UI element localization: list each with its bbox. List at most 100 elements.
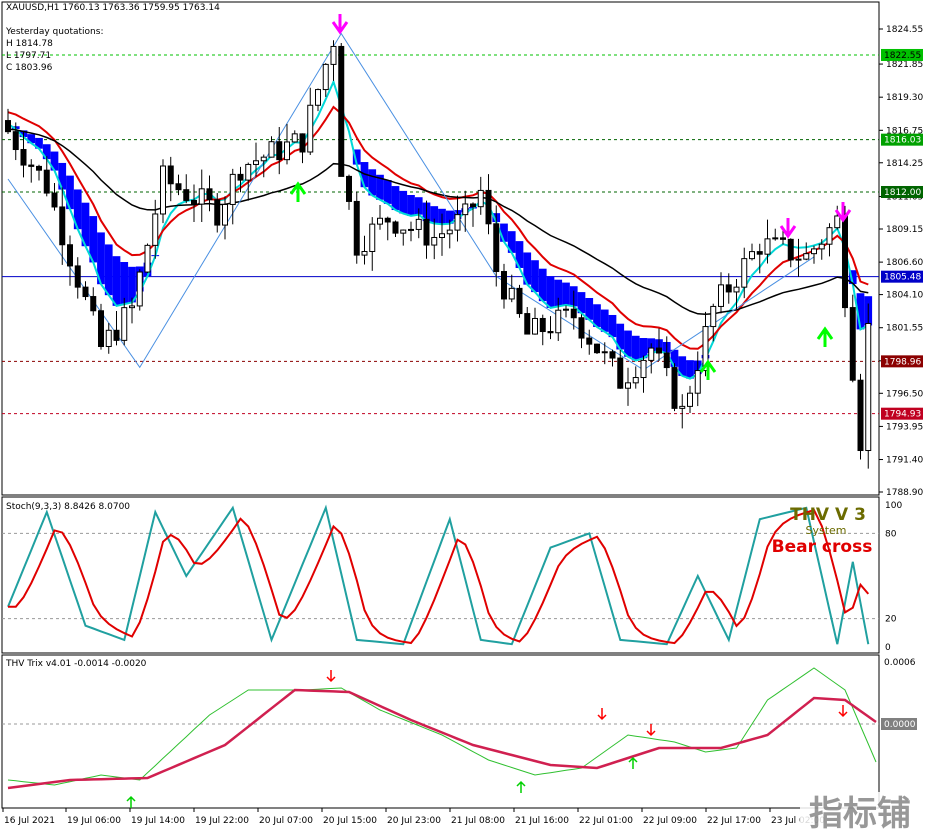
bear-candle xyxy=(594,343,600,354)
bull-candle xyxy=(129,305,135,309)
bull-candle xyxy=(446,229,453,235)
stoch-levels xyxy=(2,532,879,620)
bull-candle xyxy=(710,305,717,328)
cloud-bar xyxy=(376,174,384,200)
bear-candle xyxy=(470,203,476,208)
cloud-bar xyxy=(81,202,90,247)
bear-candle xyxy=(276,141,283,161)
bull-candle xyxy=(811,248,817,255)
bull-candle xyxy=(826,227,833,245)
cloud-bar xyxy=(538,268,547,302)
bear-candle xyxy=(191,199,197,205)
bull-candle xyxy=(222,203,228,226)
cloud-bar xyxy=(368,169,377,196)
bear-candle xyxy=(338,45,345,177)
stoch-level-label: 0 xyxy=(885,643,891,653)
bear-candle xyxy=(586,337,593,345)
cloud-bar xyxy=(50,151,59,171)
bear-candle xyxy=(214,199,221,226)
bull-candle xyxy=(152,213,159,246)
stoch-lines xyxy=(7,504,870,646)
stoch-panel-frame xyxy=(1,496,880,654)
cloud-bar xyxy=(600,309,609,332)
bear-candle xyxy=(842,215,848,309)
bull-candle xyxy=(694,370,701,394)
trix-title: THV Trix v4.01 -0.0014 -0.0020 xyxy=(5,659,147,669)
level-label: 1794.93 xyxy=(884,410,921,420)
bear-candle xyxy=(51,192,58,208)
price-tick-label: 1791.40 xyxy=(886,456,923,466)
bear-candle xyxy=(183,189,190,201)
bull-candle xyxy=(408,228,414,231)
bear-candle xyxy=(346,175,352,202)
bear-candle xyxy=(539,317,546,333)
price-tick-label: 1796.50 xyxy=(886,389,923,399)
cloud-bar xyxy=(531,260,539,293)
cloud-bar xyxy=(624,330,632,357)
cloud-bar xyxy=(670,349,679,367)
time-tick-label: 20 Jul 23:00 xyxy=(387,816,441,826)
bear-candle xyxy=(12,131,19,151)
bear-candle xyxy=(756,251,763,255)
trix-down-arrow-icon xyxy=(838,705,848,718)
bull-candle xyxy=(291,133,298,143)
main-price-panel[interactable]: XAUUSD,H1 1760.13 1763.36 1759.95 1763.1… xyxy=(1,1,880,496)
symbol-title: XAUUSD,H1 1760.13 1763.36 1759.95 1763.1… xyxy=(6,3,220,13)
bear-candle xyxy=(656,347,662,354)
bull-candle xyxy=(245,163,252,181)
trix-arrows xyxy=(126,670,848,808)
bull-candle xyxy=(532,317,538,335)
bear-candle xyxy=(787,238,794,261)
price-tick-label: 1816.75 xyxy=(886,126,923,136)
bull-candle xyxy=(121,307,128,341)
price-tick-label: 1806.60 xyxy=(886,258,923,268)
trix-panel[interactable]: THV Trix v4.01 -0.0014 -0.0020 xyxy=(1,654,880,809)
signal-arrows xyxy=(289,14,852,380)
bear-candle xyxy=(82,286,89,298)
bull-candle xyxy=(865,322,872,452)
bull-candle xyxy=(431,236,438,246)
buy-arrow-icon xyxy=(816,326,834,347)
stochastic-panel[interactable]: Stoch(9,3,3) 8.8426 8.0700 THV V 3 Syste… xyxy=(1,496,880,654)
price-tick-label: 1788.90 xyxy=(886,488,923,498)
bear-candle xyxy=(74,265,81,288)
cloud-bar xyxy=(445,210,454,224)
bull-candle xyxy=(136,271,143,307)
time-tick-label: 23 Jul 02:00 xyxy=(771,816,825,826)
bear-candle xyxy=(570,308,577,319)
bull-candle xyxy=(322,63,329,91)
sell-arrow-icon xyxy=(779,218,797,239)
bear-candle xyxy=(485,189,492,225)
cloud-bar xyxy=(856,293,865,330)
bear-candle xyxy=(617,357,624,389)
bear-candle xyxy=(167,165,174,185)
bear-candle xyxy=(206,188,213,201)
bull-candle xyxy=(563,308,569,311)
time-tick-label: 19 Jul 14:00 xyxy=(131,816,185,826)
bull-candle xyxy=(400,229,407,234)
cloud-bar xyxy=(554,279,563,307)
cloud-bar xyxy=(562,282,570,305)
black-ma-line xyxy=(7,128,869,316)
candlesticks xyxy=(5,40,872,469)
trix-level-label: 0.0006 xyxy=(884,658,916,668)
stoch-title: Stoch(9,3,3) 8.8426 8.0700 xyxy=(6,502,130,512)
cloud-bar xyxy=(120,262,129,305)
cloud-bar xyxy=(430,206,439,224)
bull-candle xyxy=(369,223,376,252)
bear-candle xyxy=(90,296,97,312)
moving-average-lines xyxy=(7,78,869,380)
stoch-signal-line xyxy=(8,508,870,645)
bull-candle xyxy=(741,258,748,288)
bear-candle xyxy=(98,310,104,347)
bull-candle xyxy=(648,347,655,361)
bull-candle xyxy=(640,359,647,379)
cloud-bar xyxy=(407,194,415,216)
buy-arrow-icon xyxy=(699,359,717,380)
trix-fast-line xyxy=(7,667,877,786)
cloud-bar xyxy=(616,323,625,350)
cloud-bar xyxy=(97,232,105,285)
watermark-signal: Bear cross xyxy=(772,537,873,557)
cloud-bar xyxy=(546,276,555,308)
